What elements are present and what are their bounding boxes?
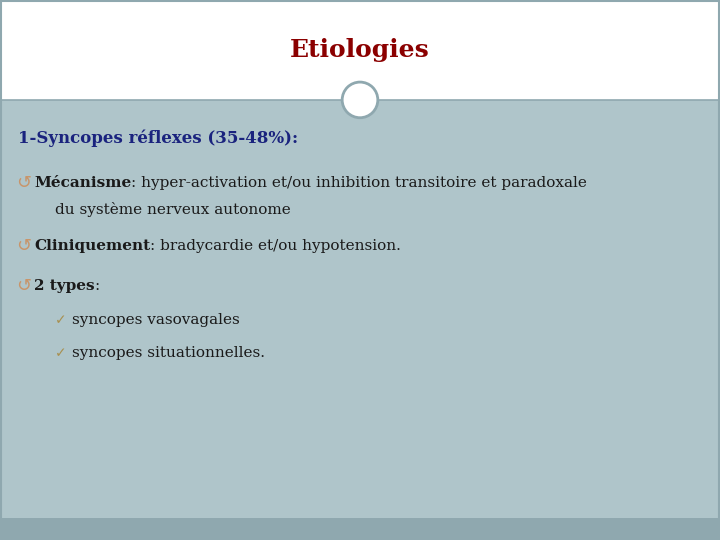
FancyBboxPatch shape — [0, 100, 720, 518]
Text: ✓: ✓ — [55, 313, 67, 327]
Text: Mécanisme: Mécanisme — [34, 176, 131, 190]
Text: syncopes vasovagales: syncopes vasovagales — [72, 313, 240, 327]
Text: Cliniquement: Cliniquement — [34, 239, 150, 253]
FancyBboxPatch shape — [0, 518, 720, 540]
Text: ↺: ↺ — [16, 277, 31, 295]
Text: ✓: ✓ — [55, 346, 67, 360]
Text: 2 types: 2 types — [34, 279, 94, 293]
Text: ↺: ↺ — [16, 174, 31, 192]
Text: syncopes situationnelles.: syncopes situationnelles. — [72, 346, 265, 360]
Text: 1-Syncopes réflexes (35-48%):: 1-Syncopes réflexes (35-48%): — [18, 129, 298, 147]
Text: : bradycardie et/ou hypotension.: : bradycardie et/ou hypotension. — [150, 239, 401, 253]
Text: :: : — [94, 279, 100, 293]
FancyBboxPatch shape — [0, 0, 720, 100]
Text: ↺: ↺ — [16, 237, 31, 255]
Circle shape — [342, 82, 378, 118]
Text: Etiologies: Etiologies — [290, 38, 430, 62]
Text: : hyper-activation et/ou inhibition transitoire et paradoxale: : hyper-activation et/ou inhibition tran… — [131, 176, 587, 190]
Text: du système nerveux autonome: du système nerveux autonome — [55, 202, 291, 218]
